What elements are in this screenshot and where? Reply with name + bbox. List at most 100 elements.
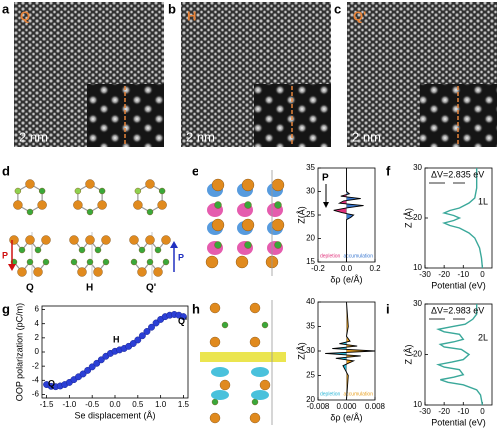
atom <box>14 187 22 195</box>
legend-label: depletion <box>320 391 341 397</box>
x-tick-label: 1.0 <box>155 400 167 409</box>
charge-lobe <box>211 367 229 377</box>
data-point <box>97 356 105 364</box>
atom <box>9 235 19 245</box>
point-annotation: Q <box>48 378 55 388</box>
x-tick-label: 0.5 <box>132 400 144 409</box>
x-tick-label: -10 <box>458 407 470 416</box>
atom <box>69 235 79 245</box>
y-tick-label: 25 <box>306 371 315 380</box>
p-arrow-head <box>8 264 16 271</box>
atom <box>26 258 34 266</box>
data-point <box>129 340 137 347</box>
y-axis-label: OOP polarization (pC/m) <box>14 303 24 401</box>
atom <box>38 187 46 195</box>
atom <box>137 267 147 277</box>
x-tick-label: -0.2 <box>311 264 325 273</box>
atom <box>129 235 139 245</box>
dv-annotation: ΔV=2.835 eV <box>431 169 484 179</box>
data-point <box>134 336 142 344</box>
panel-letter: b <box>168 1 176 16</box>
atom <box>101 235 111 245</box>
atom <box>211 178 225 192</box>
data-point <box>179 313 187 321</box>
data-point <box>88 363 96 371</box>
atom <box>209 302 221 314</box>
charge-curve <box>333 168 364 262</box>
x-axis-label: Se displacement (Å) <box>74 410 155 420</box>
x-axis-label: δρ (e/Å) <box>330 274 362 284</box>
x-tick-label: 0 <box>480 270 485 279</box>
x-tick-label: -1.5 <box>40 400 54 409</box>
x-axis-label: δρ (e/Å) <box>330 412 362 422</box>
p-arrow-head <box>170 241 178 248</box>
atom <box>249 302 261 314</box>
data-point <box>79 370 87 378</box>
panel-letter: i <box>386 301 390 316</box>
atom <box>214 201 222 209</box>
atom <box>145 235 155 245</box>
y-tick-label: 30 <box>306 187 315 196</box>
atom <box>37 200 47 210</box>
y-tick-label: -6 <box>32 390 40 399</box>
structure-label: H <box>86 283 93 294</box>
dv-annotation: ΔV=2.983 eV <box>431 305 484 315</box>
x-tick-label: -10 <box>458 270 470 279</box>
potential-curve <box>442 168 484 269</box>
x-tick-label: 0.2 <box>369 264 381 273</box>
atom <box>209 336 221 348</box>
atom <box>77 267 87 277</box>
atom <box>17 267 27 277</box>
panel-letter: f <box>386 163 391 178</box>
atom <box>133 200 143 210</box>
atom <box>241 218 255 232</box>
atom <box>134 187 142 195</box>
y-tick-label: 0 <box>35 347 40 356</box>
x-axis-label: Potential (eV) <box>431 280 486 290</box>
y-tick-label: 20 <box>306 234 315 243</box>
atom <box>249 412 261 424</box>
y-tick-label: 10 <box>413 263 422 272</box>
atom <box>157 200 167 210</box>
point-annotation: Q' <box>178 316 187 326</box>
charge-area <box>346 168 364 262</box>
data-point <box>138 332 146 340</box>
atom <box>85 235 95 245</box>
atom <box>25 179 35 189</box>
atom <box>73 200 83 210</box>
atom <box>274 201 282 209</box>
y-tick-label: 20 <box>306 395 315 404</box>
y-axis-label: Z (Å) <box>403 208 413 228</box>
atom <box>145 179 155 189</box>
atom <box>244 241 252 249</box>
atom <box>251 398 259 406</box>
atom <box>161 235 171 245</box>
y-tick-label: 4 <box>35 319 40 328</box>
x-tick-label: 0.008 <box>365 402 386 411</box>
x-tick-label: 1.5 <box>178 400 190 409</box>
atom <box>18 246 26 254</box>
charge-lobe <box>251 390 269 400</box>
atom <box>261 321 269 329</box>
panel-letter: e <box>192 163 199 178</box>
atom <box>138 246 146 254</box>
atom <box>219 379 231 391</box>
atom <box>94 246 102 254</box>
p-arrow-head <box>323 202 329 208</box>
atom <box>153 267 163 277</box>
image-label: Q' <box>353 8 366 23</box>
atom <box>271 218 285 232</box>
atom <box>74 187 82 195</box>
p-label: P <box>322 173 329 184</box>
atom <box>41 235 51 245</box>
y-tick-label: 2 <box>35 333 40 342</box>
structure-label: Q' <box>146 283 156 294</box>
x-tick-label: 0.000 <box>336 402 357 411</box>
structure-label: Q <box>26 283 34 294</box>
panel-letter: c <box>334 1 341 16</box>
x-tick-label: -20 <box>438 270 450 279</box>
scale-label: 2 nm <box>186 129 215 144</box>
y-axis-label: Z(Å) <box>296 342 306 360</box>
y-tick-label: -4 <box>32 375 40 384</box>
